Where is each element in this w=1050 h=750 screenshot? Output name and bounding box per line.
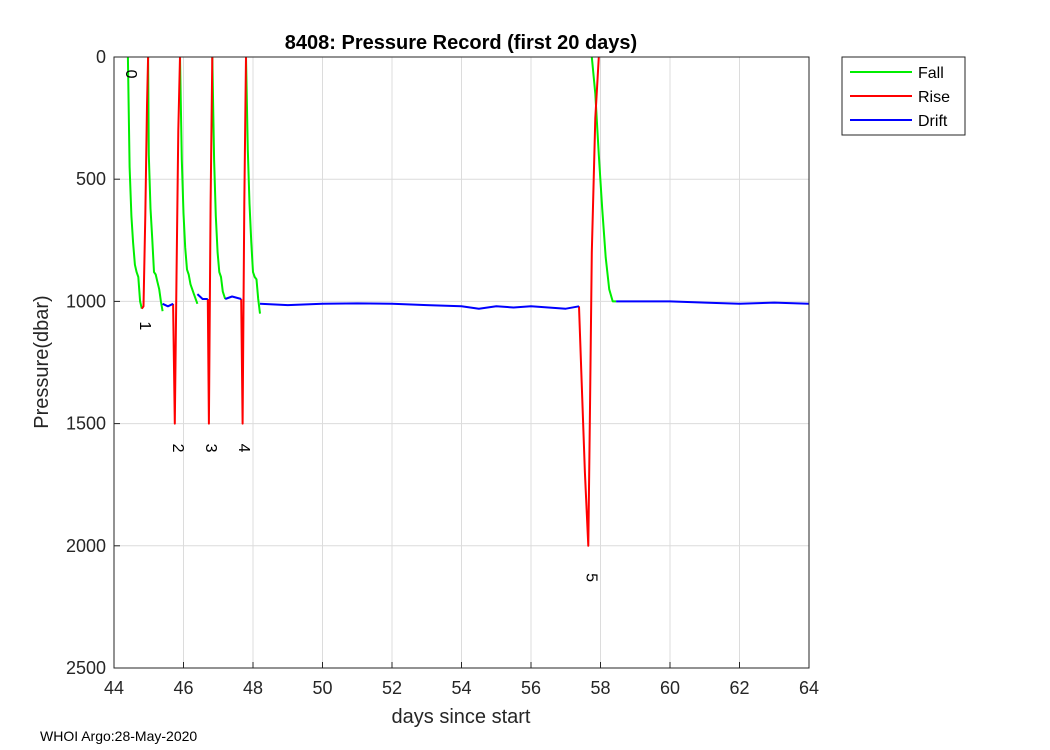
series-fall-line — [211, 56, 227, 300]
series-rise-line — [172, 56, 181, 425]
chart-title: 8408: Pressure Record (first 20 days) — [285, 32, 637, 54]
footer-credit: WHOI Argo:28-May-2020 — [40, 728, 197, 744]
x-tick-label: 44 — [104, 678, 124, 698]
series-drift-line — [224, 295, 242, 300]
series-lines — [126, 56, 810, 547]
series-rise-line — [206, 56, 214, 425]
series-fall-line — [126, 56, 143, 309]
y-axis-label: Pressure(dbar) — [31, 295, 53, 428]
profile-number-label: 5 — [583, 573, 600, 582]
x-tick-label: 52 — [382, 678, 402, 698]
series-drift-line — [616, 300, 810, 305]
y-tick-label: 2000 — [66, 536, 106, 556]
y-tick-label: 0 — [96, 47, 106, 67]
series-rise-line — [578, 56, 600, 547]
series-drift-line — [162, 302, 174, 308]
x-tick-label: 54 — [451, 678, 471, 698]
legend-label-fall: Fall — [918, 65, 944, 82]
x-tick-label: 50 — [312, 678, 332, 698]
x-tick-label: 60 — [660, 678, 680, 698]
series-rise-line — [240, 56, 247, 425]
profile-number-label: 3 — [202, 444, 219, 453]
y-tick-label: 2500 — [66, 658, 106, 678]
series-fall-line — [179, 56, 199, 305]
x-tick-label: 62 — [729, 678, 749, 698]
tick-marks: 44 46 48 50 52 54 56 58 60 62 64050010001500200025… — [66, 47, 819, 698]
profile-annotations: 0 1 2 3 4 5 — [122, 70, 599, 582]
x-axis-label: days since start — [392, 706, 531, 728]
series-fall-line — [147, 56, 164, 312]
profile-number-label: 1 — [136, 321, 153, 330]
x-tick-label: 46 — [173, 678, 193, 698]
y-tick-label: 1500 — [66, 414, 106, 434]
profile-number-label: 0 — [122, 70, 139, 79]
profile-number-label: 4 — [235, 444, 252, 453]
series-drift-line — [259, 302, 580, 310]
x-tick-label: 48 — [243, 678, 263, 698]
legend-label-rise: Rise — [918, 89, 950, 106]
series-drift-line — [196, 293, 208, 300]
x-tick-label: 64 — [799, 678, 819, 698]
y-tick-label: 1000 — [66, 291, 106, 311]
y-tick-label: 500 — [76, 169, 106, 189]
x-tick-label: 56 — [521, 678, 541, 698]
legend-label-drift: Drift — [918, 113, 948, 130]
series-rise-line — [140, 56, 150, 310]
series-fall-line — [245, 56, 261, 314]
profile-number-label: 2 — [169, 444, 186, 453]
x-tick-label: 58 — [590, 678, 610, 698]
legend: Fall Rise Drift — [841, 56, 966, 136]
